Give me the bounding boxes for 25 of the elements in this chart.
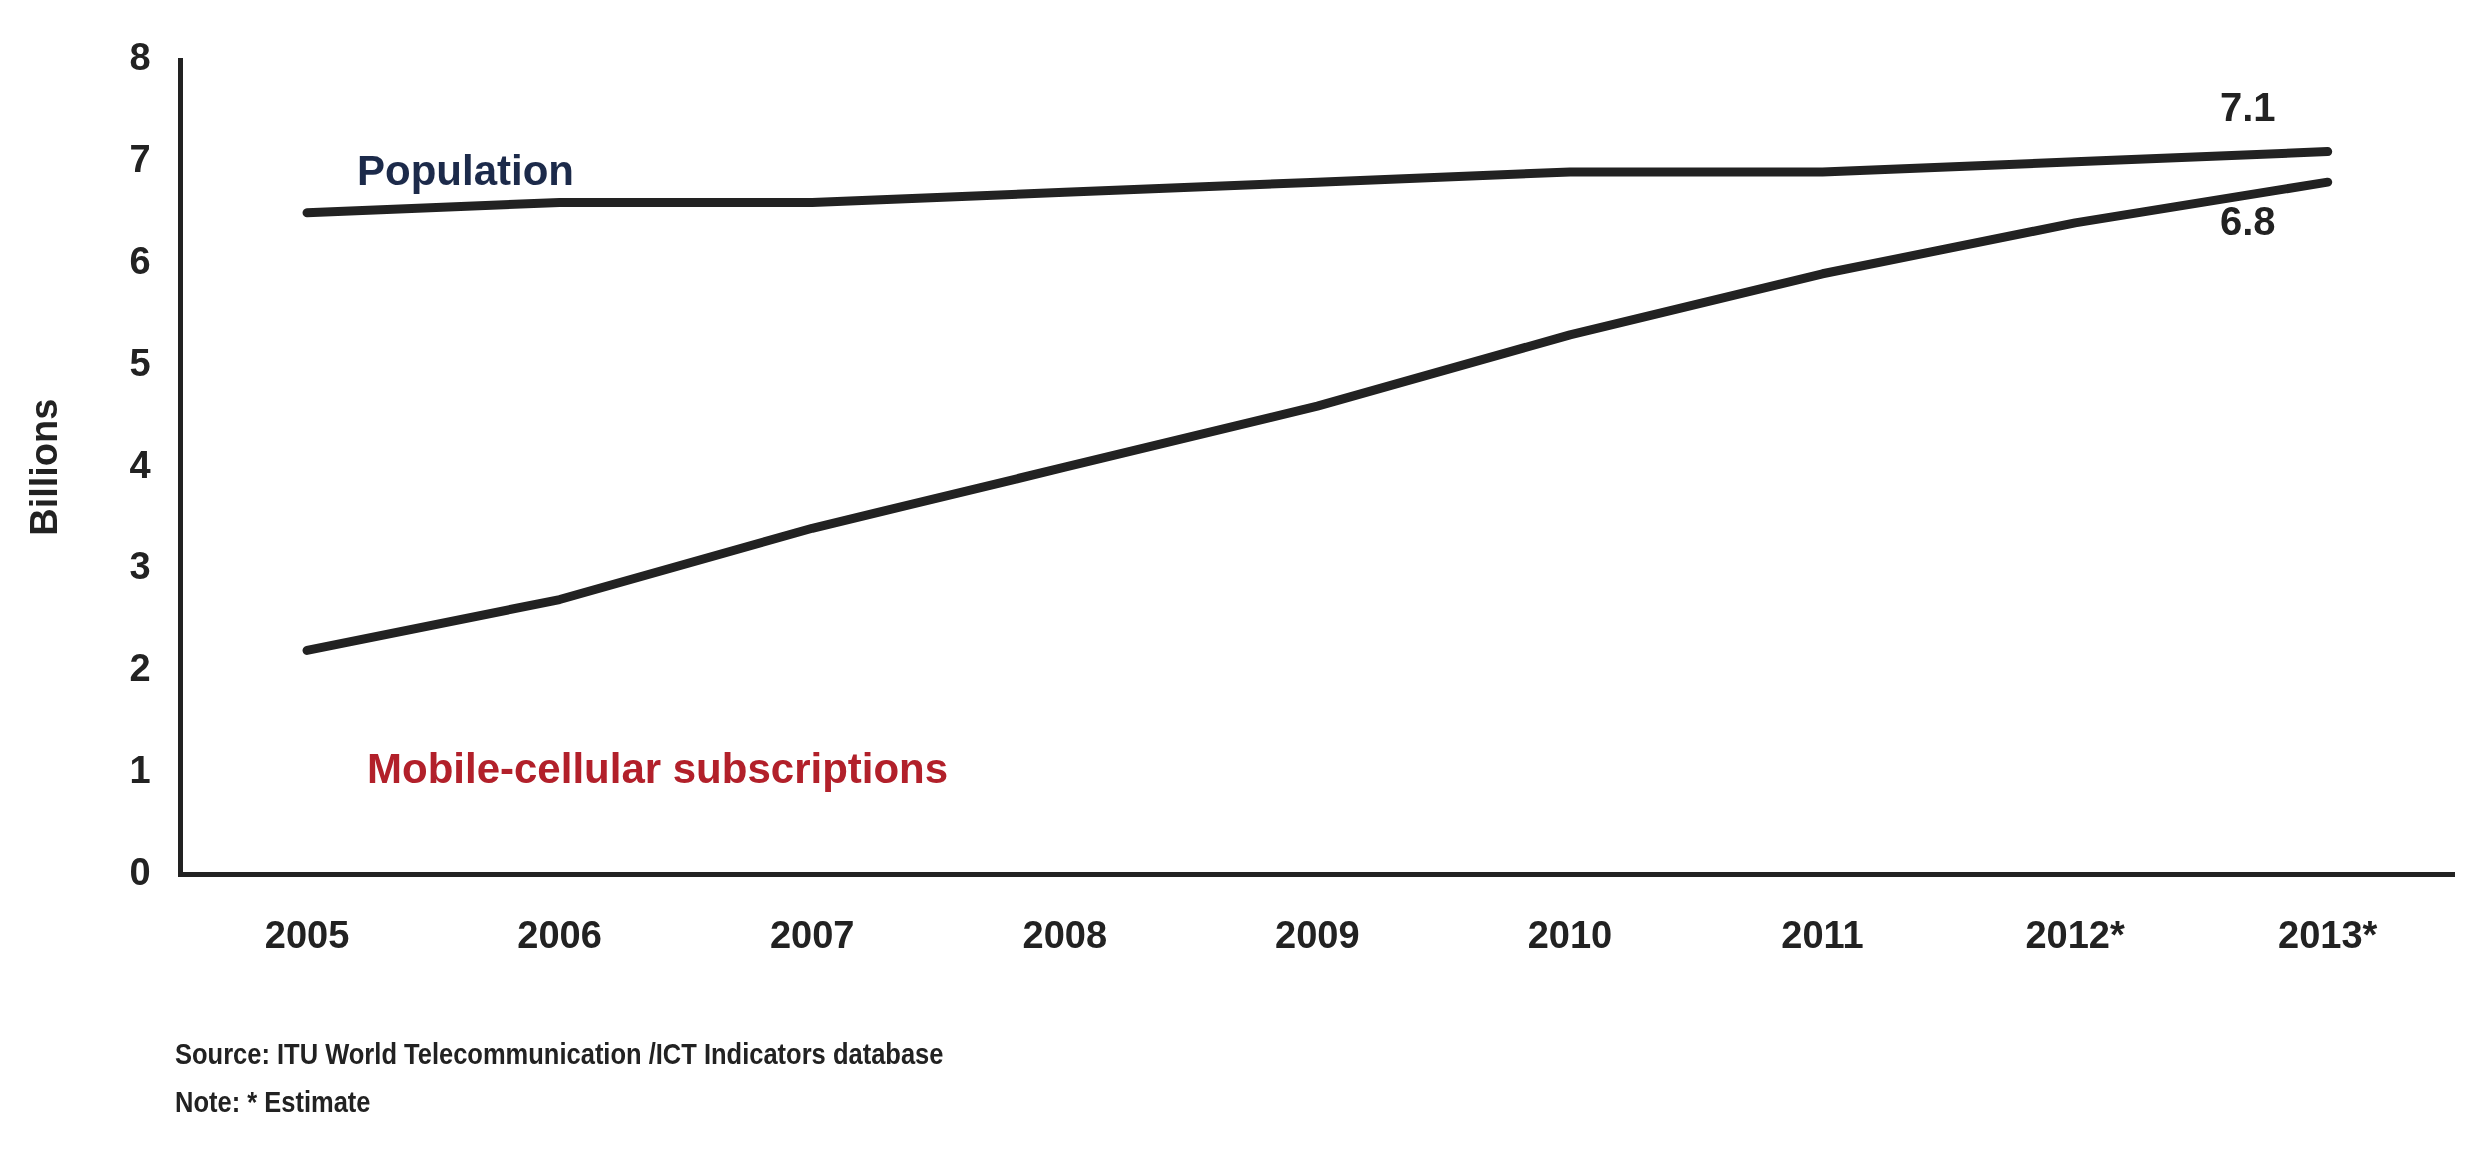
- x-tick-label: 2009: [1275, 913, 1360, 956]
- source-note: Source: ITU World Telecommunication /ICT Indicators database: [175, 1036, 944, 1072]
- y-tick-label: 0: [129, 850, 151, 893]
- x-tick-label: 2011: [1781, 913, 1864, 956]
- x-tick-label: 2007: [769, 913, 855, 956]
- x-tick-label: 2012*: [2025, 913, 2125, 956]
- x-tick-label: 2006: [517, 913, 602, 956]
- y-tick-label: 2: [129, 647, 151, 690]
- y-tick-label: 3: [129, 545, 151, 588]
- x-tick-label: 2010: [1527, 913, 1613, 956]
- x-tick-label: 2013*: [2278, 913, 2378, 956]
- y-tick-label: 8: [129, 36, 151, 79]
- text: Note: * Estimate: [175, 1084, 372, 1120]
- data-label: 7.1: [2219, 84, 2276, 129]
- y-tick-label: 4: [129, 443, 151, 486]
- y-tick-label: 7: [129, 138, 151, 181]
- x-tick-label: 2005: [264, 913, 350, 956]
- y-axis-title: Billions: [23, 398, 66, 536]
- y-tick-label: 6: [129, 240, 151, 283]
- x-tick-label: 2008: [1022, 913, 1108, 956]
- y-tick-label: 5: [129, 341, 151, 384]
- y-tick-label: 1: [129, 749, 151, 792]
- data-label: 6.8: [2219, 199, 2276, 244]
- text: Mobile-cellular subscriptions: [367, 745, 949, 793]
- series-label: Population: [357, 147, 575, 195]
